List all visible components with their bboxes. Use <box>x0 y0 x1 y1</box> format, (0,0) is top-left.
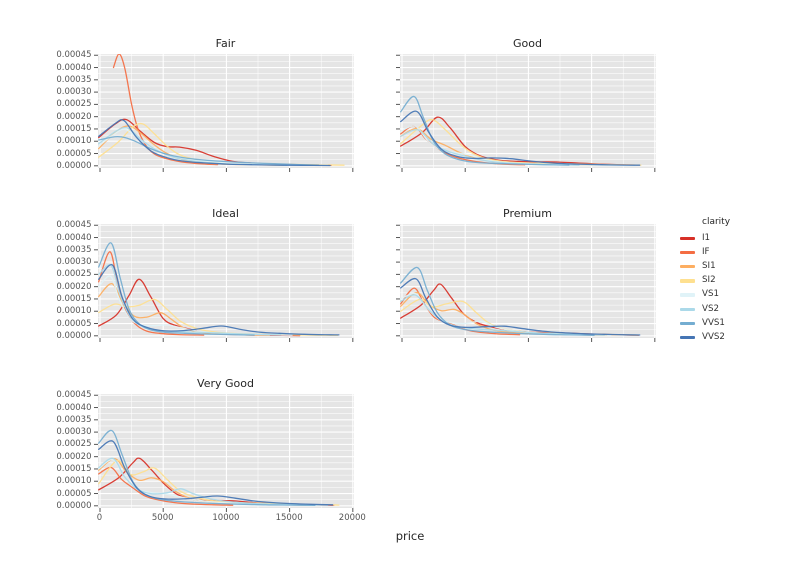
x-tick-label: 0 <box>96 513 103 523</box>
facet-title: Very Good <box>197 377 254 390</box>
legend-item-label: SI1 <box>702 260 716 271</box>
legend-title: clarity <box>702 217 731 227</box>
facet-panel-good <box>395 54 656 172</box>
legend-item-label: IF <box>702 246 710 257</box>
y-tick-label: 0.00030 <box>56 427 92 438</box>
y-tick-label: 0.00025 <box>56 269 92 280</box>
kde-curve-very-good-vs2 <box>97 457 328 506</box>
facet-title: Premium <box>503 207 552 220</box>
kde-curve-premium-vvs2 <box>399 277 640 336</box>
kde-curve-very-good-if <box>97 466 233 506</box>
y-tick-label: 0.00000 <box>56 160 92 171</box>
y-tick-label: 0.00040 <box>56 402 92 413</box>
y-tick-label: 0.00020 <box>56 111 92 122</box>
y-tick-label: 0.00040 <box>56 232 92 243</box>
legend-item-label: VVS2 <box>702 331 725 342</box>
legend-swatch-vvs1 <box>680 321 695 326</box>
legend-swatch-if <box>680 250 695 255</box>
y-tick-label: 0.00030 <box>56 87 92 98</box>
kde-curve-ideal-vvs2 <box>97 264 340 336</box>
y-tick-label: 0.00010 <box>56 306 92 317</box>
facet-title: Good <box>513 37 542 50</box>
kde-curve-premium-vvs1 <box>399 266 595 336</box>
legend-item-si2: SI2 <box>678 274 788 288</box>
legend-swatch-si1 <box>680 264 695 269</box>
facet-panel-fair <box>93 54 354 172</box>
y-tick-label: 0.00045 <box>56 50 92 61</box>
y-tick-label: 0.00035 <box>56 244 92 255</box>
facet-title: Fair <box>215 37 236 50</box>
y-tick-label: 0.00020 <box>56 451 92 462</box>
x-tick-label: 5000 <box>151 513 174 523</box>
kde-curve-premium-vs2 <box>399 294 605 336</box>
x-tick-label: 20000 <box>338 513 366 523</box>
y-tick-label: 0.00010 <box>56 136 92 147</box>
legend-swatch-si2 <box>680 279 695 283</box>
legend-item-vs2: VS2 <box>678 303 788 317</box>
y-tick-label: 0.00045 <box>56 390 92 401</box>
kde-curve-fair-vvs2 <box>97 119 331 167</box>
y-tick-label: 0.00025 <box>56 99 92 110</box>
legend-item-label: VVS1 <box>702 317 725 328</box>
legend-swatch-vs2 <box>680 307 695 312</box>
legend-swatch-vvs2 <box>680 335 695 340</box>
legend-item-label: VS2 <box>702 303 719 314</box>
legend-item-label: VS1 <box>702 289 719 300</box>
legend-item-vvs1: VVS1 <box>678 317 788 331</box>
y-tick-label: 0.00005 <box>56 488 92 499</box>
legend-item-vvs2: VVS2 <box>678 331 788 345</box>
facet-title: Ideal <box>212 207 239 220</box>
legend-item-i1: I1 <box>678 232 788 246</box>
kde-curve-very-good-vvs1 <box>97 429 316 507</box>
legend-item-label: I1 <box>702 232 711 243</box>
facet-panel-premium <box>395 224 656 342</box>
kde-curve-very-good-vvs2 <box>97 440 333 506</box>
y-tick-label: 0.00015 <box>56 293 92 304</box>
kde-curve-ideal-if <box>97 251 204 336</box>
legend-swatch-vs1 <box>680 293 695 297</box>
y-tick-label: 0.00025 <box>56 439 92 450</box>
kde-curve-good-vvs2 <box>399 110 640 166</box>
y-tick-label: 0.00010 <box>56 476 92 487</box>
x-tick-label: 10000 <box>212 513 240 523</box>
y-tick-label: 0.00030 <box>56 257 92 268</box>
y-tick-label: 0.00035 <box>56 414 92 425</box>
facet-panel-very-good <box>93 394 354 512</box>
kde-curve-fair-if <box>112 54 218 166</box>
y-tick-label: 0.00000 <box>56 500 92 511</box>
x-tick-label: 15000 <box>275 513 303 523</box>
y-tick-label: 0.00000 <box>56 330 92 341</box>
legend-item-si1: SI1 <box>678 260 788 274</box>
y-tick-label: 0.00035 <box>56 74 92 85</box>
y-tick-label: 0.00005 <box>56 318 92 329</box>
y-tick-label: 0.00045 <box>56 220 92 231</box>
y-tick-label: 0.00020 <box>56 281 92 292</box>
legend-item-label: SI2 <box>702 275 716 286</box>
legend-item-vs1: VS1 <box>678 288 788 302</box>
kde-curve-ideal-vvs1 <box>97 242 255 336</box>
kde-curve-fair-vvs1 <box>97 135 319 166</box>
y-tick-label: 0.00015 <box>56 123 92 134</box>
y-tick-label: 0.00005 <box>56 148 92 159</box>
legend-item-if: IF <box>678 246 788 260</box>
y-tick-label: 0.00015 <box>56 463 92 474</box>
kde-curve-good-vvs1 <box>399 95 570 166</box>
legend-swatch-i1 <box>680 236 695 241</box>
y-tick-label: 0.00040 <box>56 62 92 73</box>
x-axis-label: price <box>395 529 425 543</box>
facet-panel-ideal <box>93 224 354 342</box>
